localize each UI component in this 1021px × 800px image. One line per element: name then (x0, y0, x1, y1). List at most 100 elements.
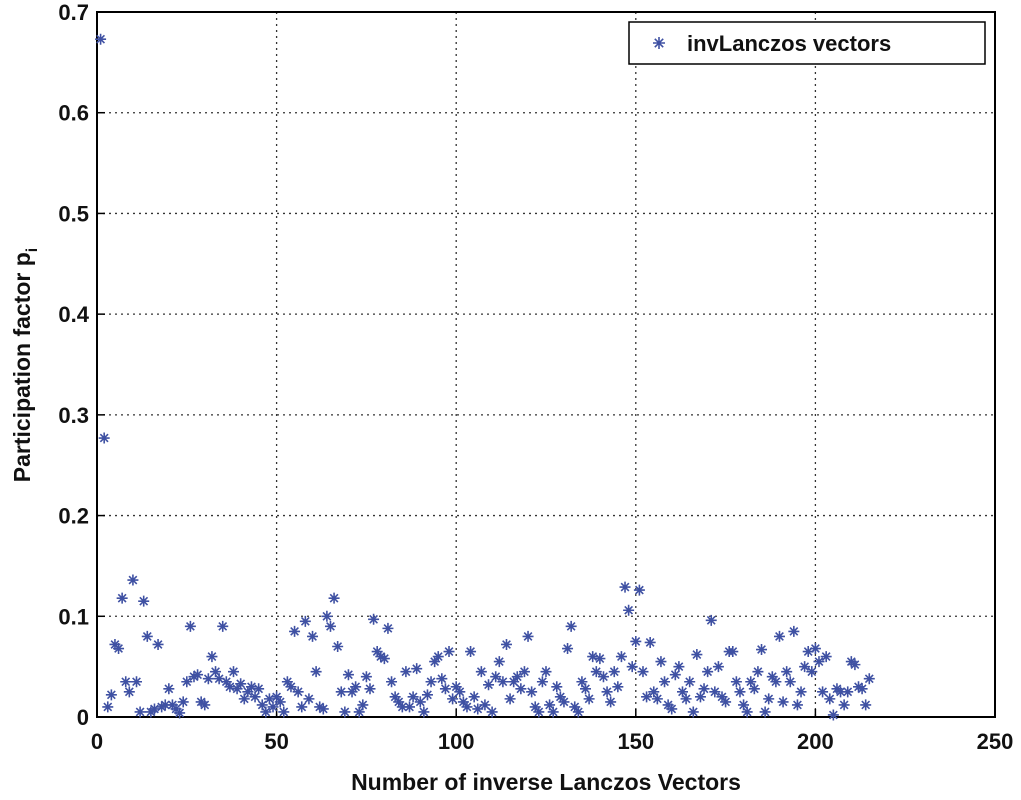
point (748, 683, 760, 695)
point (727, 646, 739, 658)
point (102, 701, 114, 713)
point (626, 661, 638, 673)
point (217, 620, 229, 632)
point (486, 706, 498, 718)
point (120, 676, 132, 688)
point (267, 701, 279, 713)
point (278, 706, 290, 718)
point (795, 686, 807, 698)
point (292, 686, 304, 698)
point (386, 676, 398, 688)
point (558, 696, 570, 708)
point (709, 686, 721, 698)
point (479, 699, 491, 711)
point (809, 643, 821, 655)
point (235, 678, 247, 690)
point (396, 701, 408, 713)
point (644, 636, 656, 648)
point (698, 683, 710, 695)
point (536, 676, 548, 688)
point (454, 686, 466, 698)
point (404, 701, 416, 713)
point (310, 666, 322, 678)
point (569, 701, 581, 713)
point (314, 701, 326, 713)
point (648, 686, 660, 698)
point (659, 676, 671, 688)
point (612, 681, 624, 693)
point (249, 691, 261, 703)
point (676, 686, 688, 698)
point (274, 696, 286, 708)
point (705, 614, 717, 626)
y-axis-label-subscript: i (24, 248, 41, 252)
point (511, 671, 523, 683)
point (289, 625, 301, 637)
y-tick-label: 0.1 (58, 604, 89, 629)
point (745, 676, 757, 688)
point (720, 696, 732, 708)
point (382, 622, 394, 634)
point (824, 693, 836, 705)
point (335, 686, 347, 698)
point (98, 432, 110, 444)
point (378, 653, 390, 665)
point (773, 630, 785, 642)
point (231, 683, 243, 695)
point (411, 663, 423, 675)
point (263, 693, 275, 705)
point (113, 643, 125, 655)
x-axis-label: Number of inverse Lanczos Vectors (351, 769, 741, 795)
point (213, 673, 225, 685)
point (317, 703, 329, 715)
point (260, 706, 272, 718)
x-tick-label: 250 (977, 729, 1014, 754)
point (421, 689, 433, 701)
point (791, 699, 803, 711)
point (407, 691, 419, 703)
point (400, 666, 412, 678)
point (105, 689, 117, 701)
point (515, 683, 527, 695)
y-tick-label: 0.5 (58, 201, 89, 226)
point (202, 673, 214, 685)
point (281, 676, 293, 688)
point (860, 699, 872, 711)
point (253, 683, 265, 695)
point (342, 669, 354, 681)
point (684, 676, 696, 688)
point (432, 651, 444, 663)
point (669, 669, 681, 681)
point (597, 671, 609, 683)
point (159, 699, 171, 711)
point (425, 676, 437, 688)
point (817, 686, 829, 698)
point (152, 638, 164, 650)
point (127, 574, 139, 586)
y-tick-label: 0.3 (58, 403, 89, 428)
point (608, 666, 620, 678)
point (436, 673, 448, 685)
point (360, 671, 372, 683)
point (450, 681, 462, 693)
point (353, 706, 365, 718)
plot-frame (96, 11, 996, 718)
point (393, 696, 405, 708)
point (849, 659, 861, 671)
y-tick-label: 0.2 (58, 504, 89, 529)
point (414, 696, 426, 708)
y-tick-label: 0.4 (58, 302, 89, 327)
point (177, 696, 189, 708)
point (820, 651, 832, 663)
point (163, 683, 175, 695)
x-tick-label: 150 (617, 729, 654, 754)
point (827, 709, 839, 721)
point (756, 644, 768, 656)
point (418, 706, 430, 718)
point (95, 33, 107, 45)
point (518, 666, 530, 678)
point (759, 706, 771, 718)
point (148, 703, 160, 715)
point (730, 676, 742, 688)
